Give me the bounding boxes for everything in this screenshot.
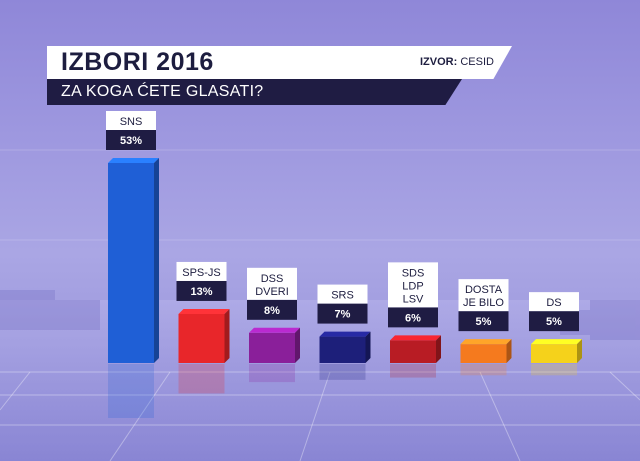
value-label-box: [458, 311, 509, 332]
bar: [319, 336, 366, 363]
bar: [108, 163, 154, 363]
bar-top-face: [390, 335, 441, 341]
category-label-box: [529, 292, 579, 312]
value-label: 8%: [264, 305, 280, 317]
category-label: SRS: [331, 290, 354, 302]
bar-reflection: [460, 364, 507, 376]
category-label-box: [176, 261, 227, 281]
bar: [390, 340, 436, 363]
category-label: SNS: [120, 116, 143, 128]
value-label-box: [176, 280, 227, 301]
bar: [531, 344, 577, 363]
category-label: SPS-JS: [182, 267, 221, 279]
value-label: 13%: [190, 286, 212, 298]
category-label-box: [388, 262, 438, 308]
bar-side-face: [436, 335, 441, 363]
bar: [249, 332, 295, 363]
value-label: 5%: [476, 316, 492, 328]
value-label: 53%: [120, 135, 142, 147]
bar-reflection: [178, 364, 225, 394]
bar-top-face: [319, 331, 371, 337]
bar-group: 53% SNS: [106, 111, 159, 418]
source-credit: IZVOR: CESID: [420, 46, 494, 79]
page-title: IZBORI 2016: [61, 48, 214, 76]
bar: [460, 344, 507, 363]
category-label: JE BILO: [463, 297, 504, 309]
value-label-box: [106, 130, 156, 150]
category-label: LSV: [403, 293, 424, 305]
category-label-box: [317, 284, 368, 304]
bar-group: 13% SPS-JS: [176, 261, 230, 394]
bar-top-face: [108, 158, 159, 163]
category-label: DS: [546, 297, 561, 309]
source-label: IZVOR:: [420, 56, 458, 68]
bar-top-face: [249, 327, 300, 333]
bar-side-face: [295, 327, 300, 363]
bar-reflection: [531, 364, 577, 376]
value-label: 7%: [335, 309, 351, 321]
chart-subtitle: ZA KOGA ĆETE GLASATI?: [61, 83, 264, 100]
bar-group: 5% DS: [529, 292, 582, 376]
value-label-box: [529, 311, 579, 332]
bar-group: 7% SRS: [317, 284, 371, 380]
bar-side-face: [224, 308, 230, 363]
category-label-box: [458, 279, 509, 312]
value-label-box: [388, 307, 438, 328]
bar-side-face: [154, 158, 159, 363]
category-label: SDS: [402, 267, 425, 279]
bar-side-face: [365, 331, 371, 363]
category-label: LDP: [402, 280, 423, 292]
bar-reflection: [108, 364, 154, 418]
category-label: DVERI: [255, 286, 289, 298]
bar-side-face: [577, 339, 582, 363]
value-label-box: [247, 299, 297, 320]
bar-side-face: [506, 339, 512, 363]
category-label: DSS: [261, 273, 284, 285]
header-title-bar: [47, 46, 512, 79]
value-label: 6%: [405, 312, 421, 324]
bar-reflection: [249, 364, 295, 383]
value-label: 5%: [546, 316, 562, 328]
bar: [178, 313, 225, 363]
category-label: DOSTA: [465, 284, 503, 296]
bar-top-face: [460, 339, 512, 345]
bar-top-face: [178, 308, 230, 314]
source-value: CESID: [460, 56, 494, 68]
bar-reflection: [319, 364, 366, 380]
header-subtitle-bar: [47, 79, 462, 105]
category-label-box: [106, 111, 156, 130]
value-label-box: [317, 303, 368, 324]
category-label-box: [247, 267, 297, 300]
bar-reflection: [390, 364, 436, 378]
bar-top-face: [531, 339, 582, 345]
